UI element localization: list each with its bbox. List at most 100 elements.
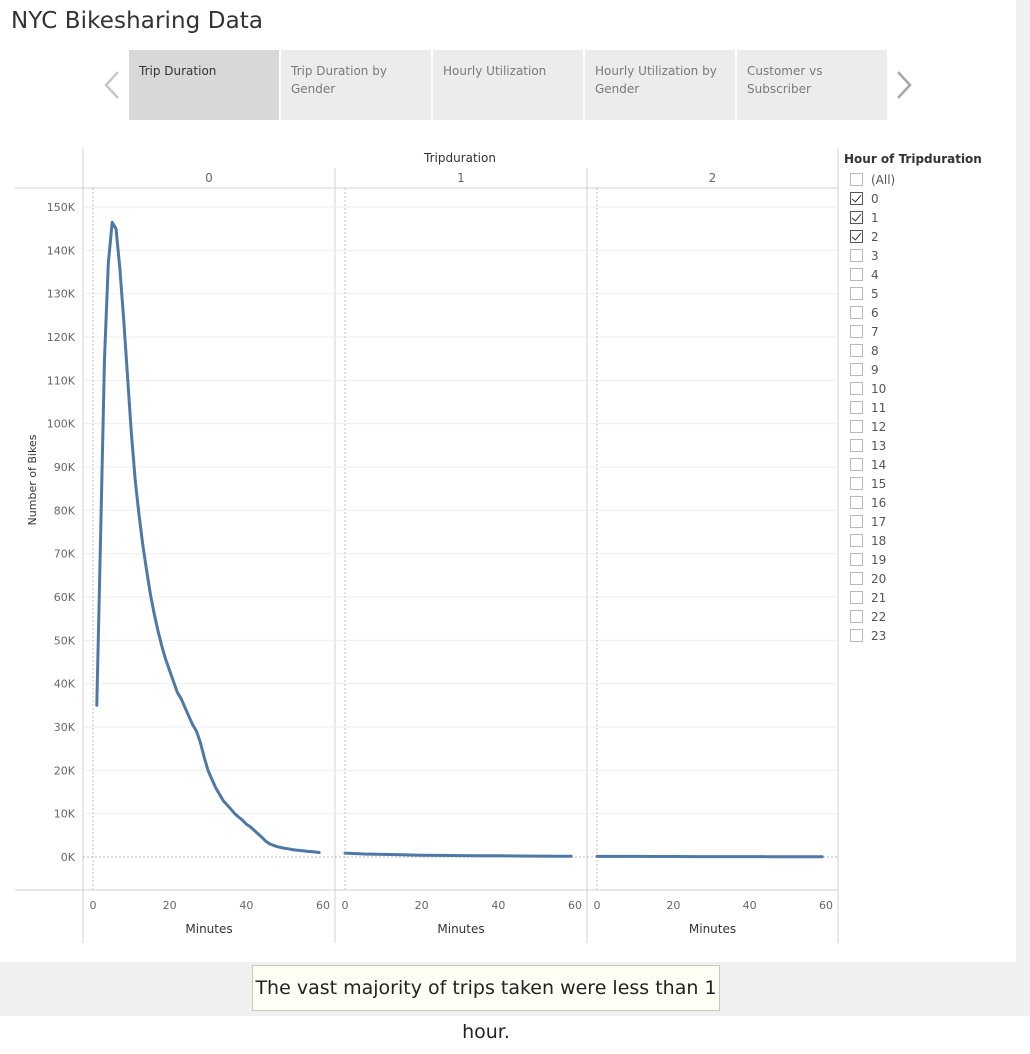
filter-item-22[interactable]: 22 [844,607,1014,626]
x-tick-label: 0 [594,899,601,912]
filter-item-15[interactable]: 15 [844,474,1014,493]
filter-checkbox[interactable] [850,553,863,566]
filter-checkbox[interactable] [850,458,863,471]
y-tick-label: 90K [54,461,76,474]
story-caption: The vast majority of trips taken were le… [252,965,720,1011]
filter-item-2[interactable]: 2 [844,227,1014,246]
y-tick-label: 10K [54,808,76,821]
tab-hourly-utilization-by-gender[interactable]: Hourly Utilization by Gender [585,50,735,120]
y-tick-label: 20K [54,764,76,777]
filter-checkbox[interactable] [850,477,863,490]
filter-checkbox[interactable] [850,268,863,281]
filter-checkbox[interactable] [850,401,863,414]
filter-label: 15 [871,477,886,491]
filter-checkbox[interactable] [850,249,863,262]
filter-checkbox[interactable] [850,325,863,338]
filter-checkbox[interactable] [850,192,863,205]
filter-label: 5 [871,287,879,301]
chevron-right-icon [893,68,915,102]
filter-label: 16 [871,496,886,510]
filter-checkbox[interactable] [850,287,863,300]
y-tick-label: 40K [54,678,76,691]
tab-hourly-utilization[interactable]: Hourly Utilization [433,50,583,120]
page-title: NYC Bikesharing Data [11,8,263,34]
filter-item-17[interactable]: 17 [844,512,1014,531]
x-tick-label: 60 [819,899,833,912]
filter-item-21[interactable]: 21 [844,588,1014,607]
filter-item-11[interactable]: 11 [844,398,1014,417]
filter-item-23[interactable]: 23 [844,626,1014,645]
panel-header-label: 0 [205,171,213,185]
panel-header-label: 2 [709,171,717,185]
filter-label: 3 [871,249,879,263]
x-axis-title: Minutes [689,922,736,936]
filter-item-12[interactable]: 12 [844,417,1014,436]
column-header-title: Tripduration [423,151,496,165]
filter-item-3[interactable]: 3 [844,246,1014,265]
y-tick-label: 0K [61,851,76,864]
filter-checkbox[interactable] [850,306,863,319]
filter-checkbox[interactable] [850,344,863,357]
x-tick-label: 40 [491,899,505,912]
filter-checkbox[interactable] [850,230,863,243]
filter-checkbox[interactable] [850,610,863,623]
filter-item-18[interactable]: 18 [844,531,1014,550]
series-line-panel-0 [97,222,319,852]
filter-item-5[interactable]: 5 [844,284,1014,303]
x-tick-label: 40 [239,899,253,912]
filter-item-16[interactable]: 16 [844,493,1014,512]
tab-trip-duration-by-gender[interactable]: Trip Duration by Gender [281,50,431,120]
filter-item-8[interactable]: 8 [844,341,1014,360]
x-tick-label: 20 [163,899,177,912]
filter-checkbox[interactable] [850,629,863,642]
filter-label: 1 [871,211,879,225]
filter-checkbox[interactable] [850,211,863,224]
x-axis-title: Minutes [185,922,232,936]
filter-item-13[interactable]: 13 [844,436,1014,455]
series-line-panel-1 [345,853,571,856]
x-tick-label: 20 [415,899,429,912]
x-tick-label: 20 [666,899,680,912]
filter-checkbox[interactable] [850,534,863,547]
filter-checkbox[interactable] [850,439,863,452]
filter-checkbox[interactable] [850,496,863,509]
x-tick-label: 40 [743,899,757,912]
y-tick-label: 140K [47,244,76,257]
filter-item-1[interactable]: 1 [844,208,1014,227]
filter-checkbox[interactable] [850,363,863,376]
filter-label: 11 [871,401,886,415]
filter-label: 20 [871,572,886,586]
filter-item-20[interactable]: 20 [844,569,1014,588]
filter-label: 14 [871,458,886,472]
prev-story-button[interactable] [101,68,123,102]
next-story-button[interactable] [893,68,915,102]
tab-customer-vs-subscriber[interactable]: Customer vs Subscriber [737,50,887,120]
filter-item-10[interactable]: 10 [844,379,1014,398]
filter-item-0[interactable]: 0 [844,189,1014,208]
filter-label: (All) [871,173,895,187]
panel-header-label: 1 [457,171,465,185]
trip-duration-chart: 0K10K20K30K40K50K60K70K80K90K100K110K120… [0,140,840,950]
filter-checkbox[interactable] [850,382,863,395]
y-tick-label: 70K [54,548,76,561]
x-axis-title: Minutes [437,922,484,936]
filter-item-9[interactable]: 9 [844,360,1014,379]
filter-checkbox[interactable] [850,173,863,186]
filter-label: 12 [871,420,886,434]
filter-checkbox[interactable] [850,515,863,528]
filter-item-4[interactable]: 4 [844,265,1014,284]
tab-trip-duration[interactable]: Trip Duration [129,50,279,120]
filter-item-all[interactable]: (All) [844,170,1014,189]
filter-item-14[interactable]: 14 [844,455,1014,474]
filter-item-19[interactable]: 19 [844,550,1014,569]
y-axis-title: Number of Bikes [26,434,39,525]
filter-item-6[interactable]: 6 [844,303,1014,322]
scroll-gutter [1016,0,1030,962]
filter-checkbox[interactable] [850,591,863,604]
filter-checkbox[interactable] [850,572,863,585]
filter-checkbox[interactable] [850,420,863,433]
y-tick-label: 80K [54,504,76,517]
filter-title: Hour of Tripduration [844,152,1014,170]
filter-item-7[interactable]: 7 [844,322,1014,341]
